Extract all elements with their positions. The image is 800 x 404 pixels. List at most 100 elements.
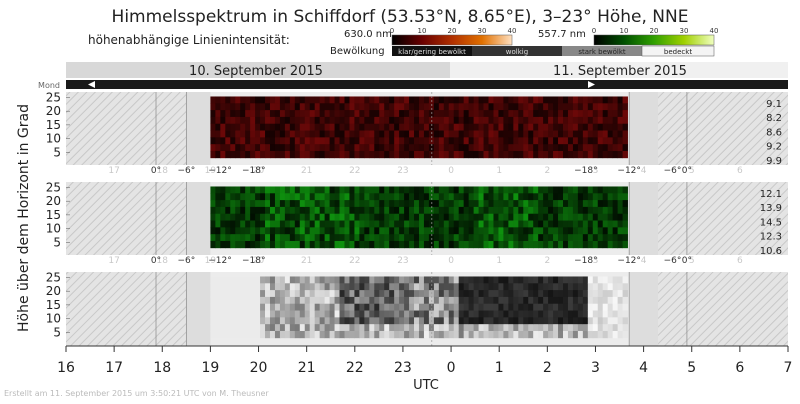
heatmap-cell	[284, 96, 291, 104]
heatmap-cell	[468, 283, 475, 291]
heatmap-cell	[334, 130, 340, 138]
heatmap-cell	[284, 206, 291, 215]
heatmap-cell	[409, 296, 415, 305]
heatmap-cell	[548, 144, 554, 152]
heatmap-cell	[488, 123, 494, 131]
heatmap-cell	[453, 213, 460, 221]
heatmap-cell	[582, 227, 589, 235]
heatmap-cell	[523, 227, 529, 235]
heatmap-cell	[433, 290, 440, 298]
heatmap-cell	[294, 276, 301, 284]
heatmap-cell	[458, 317, 465, 325]
heatmap-cell	[220, 96, 226, 104]
heatmap-cell	[274, 123, 281, 131]
heatmap-cell	[304, 276, 311, 284]
heatmap-cell	[448, 206, 455, 215]
heatmap-cell	[458, 186, 465, 194]
heatmap-cell	[319, 324, 326, 332]
heatmap-cell	[498, 330, 504, 339]
x-axis-label: UTC	[413, 378, 439, 393]
heatmap-cell	[235, 296, 241, 305]
heatmap-cell	[468, 276, 475, 284]
heatmap-cell	[488, 234, 494, 242]
heatmap-cell	[344, 186, 350, 194]
heatmap-cell	[418, 310, 425, 318]
heatmap-cell	[453, 193, 460, 201]
heatmap-cell	[389, 193, 395, 201]
heatmap-cell	[488, 200, 494, 208]
heatmap-cell	[597, 276, 604, 284]
legend-tick: 30	[680, 27, 689, 35]
heatmap-cell	[255, 200, 261, 208]
heatmap-cell	[329, 234, 335, 242]
heatmap-cell	[314, 220, 321, 228]
heatmap-cell	[438, 123, 445, 131]
heatmap-cell	[374, 324, 380, 332]
heatmap-cell	[473, 330, 479, 339]
heatmap-cell	[438, 103, 445, 111]
heatmap-cell	[508, 110, 514, 118]
heatmap-cell	[210, 130, 216, 138]
heatmap-cell	[448, 240, 455, 249]
heatmap-cell	[399, 330, 405, 339]
heatmap-cell	[567, 296, 574, 305]
heatmap-cell	[269, 227, 276, 235]
heatmap-cell	[478, 213, 484, 221]
heatmap-cell	[225, 227, 231, 235]
heatmap-cell	[468, 310, 475, 318]
heatmap-cell	[374, 213, 380, 221]
heatmap-cell	[289, 137, 296, 145]
heatmap-cell	[414, 130, 420, 138]
heatmap-cell	[538, 116, 544, 125]
heatmap-cell	[394, 144, 400, 152]
heatmap-cell	[478, 290, 484, 298]
heatmap-cell	[612, 324, 619, 332]
heatmap-cell	[349, 240, 355, 249]
heatmap-cell	[369, 227, 375, 235]
heatmap-cell	[369, 283, 375, 291]
heatmap-cell	[582, 103, 589, 111]
heatmap-cell	[483, 213, 489, 221]
heatmap-cell	[423, 290, 430, 298]
heatmap-cell	[344, 220, 350, 228]
heatmap-cell	[299, 130, 306, 138]
heatmap-cell	[265, 150, 271, 159]
heatmap-cell	[533, 123, 539, 131]
heatmap-cell	[299, 150, 306, 159]
heatmap-cell	[523, 324, 529, 332]
heatmap-cell	[617, 116, 623, 125]
heatmap-cell	[478, 123, 484, 131]
heatmap-cell	[453, 103, 460, 111]
heatmap-cell	[543, 130, 549, 138]
heatmap-cell	[533, 283, 539, 291]
heatmap-cell	[379, 123, 385, 131]
heatmap-cell	[582, 324, 589, 332]
heatmap-cell	[513, 303, 519, 311]
heatmap-cell	[250, 103, 256, 111]
heatmap-cell	[587, 317, 594, 325]
heatmap-cell	[389, 303, 395, 311]
heatmap-cell	[513, 290, 519, 298]
heatmap-cell	[473, 103, 479, 111]
heatmap-cell	[369, 317, 375, 325]
heatmap-cell	[334, 220, 340, 228]
heatmap-cell	[210, 110, 216, 118]
heatmap-cell	[364, 227, 370, 235]
heatmap-cell	[478, 186, 484, 194]
heatmap-cell	[304, 227, 311, 235]
legend-intensity-label: höhenabhängige Linienintensität:	[88, 33, 290, 47]
heatmap-cell	[503, 193, 509, 201]
heatmap-cell	[592, 296, 599, 305]
heatmap-cell	[339, 206, 345, 215]
heatmap-cell	[572, 220, 579, 228]
heatmap-cell	[577, 276, 584, 284]
heatmap-cell	[597, 150, 604, 159]
heatmap-cell	[230, 296, 236, 305]
x-tick-label: 5	[687, 360, 696, 376]
heatmap-cell	[215, 276, 221, 284]
heatmap-cell	[245, 96, 251, 104]
heatmap-cell	[260, 144, 266, 152]
heatmap-cell	[483, 317, 489, 325]
heatmap-cell	[528, 227, 534, 235]
